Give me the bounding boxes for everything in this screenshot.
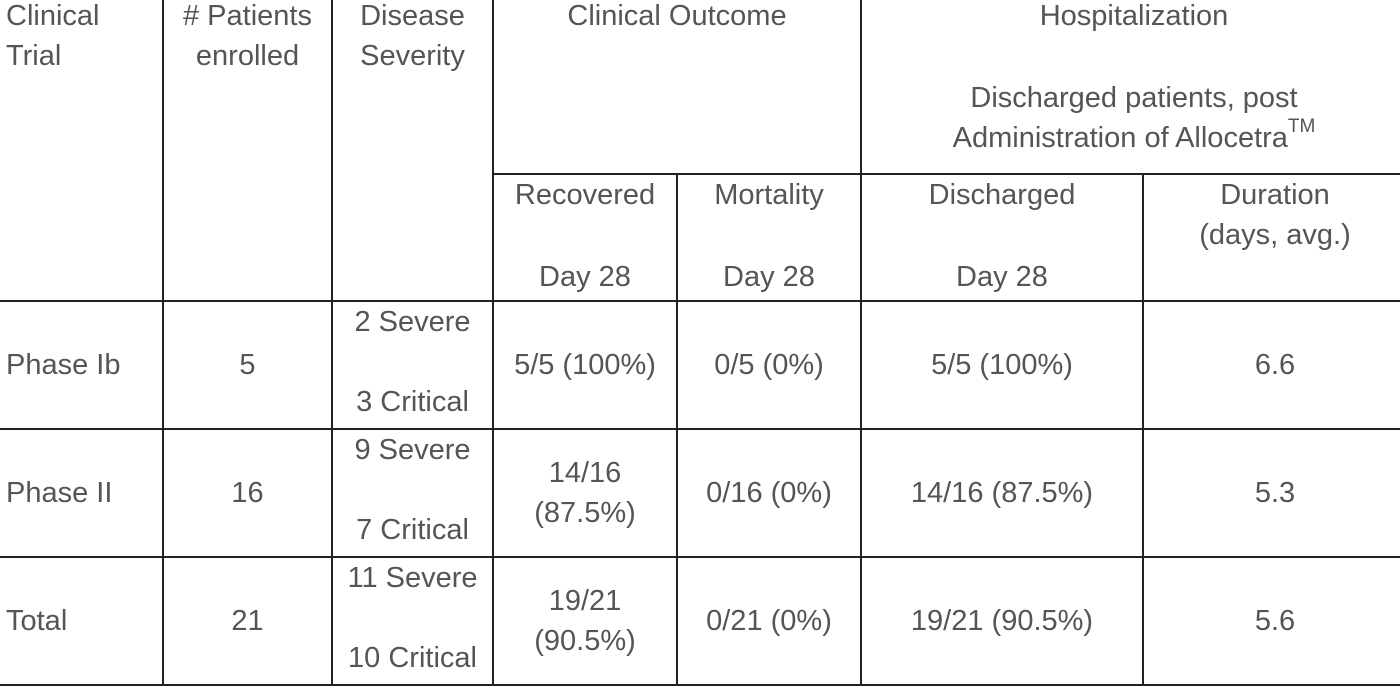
header-clinical-trial: Clinical Trial — [0, 0, 164, 302]
cell-trial: Total — [0, 556, 164, 686]
cell-recovered-line2: (90.5%) — [534, 625, 636, 657]
cell-severity: 11 Severe 10 Critical — [331, 556, 494, 686]
header-clinical-outcome: Clinical Outcome — [492, 0, 862, 175]
cell-severity-spacer — [333, 598, 492, 638]
cell-discharged: 14/16 (87.5%) — [860, 428, 1144, 558]
cell-severe: 9 Severe — [354, 434, 471, 466]
cell-duration: 6.6 — [1142, 300, 1400, 430]
header-hospitalization: Hospitalization Discharged patients, pos… — [860, 0, 1400, 175]
header-recovered: Recovered Day 28 — [492, 173, 678, 302]
header-hospitalization-label: Hospitalization — [1039, 0, 1229, 32]
cell-duration: 5.6 — [1142, 556, 1400, 686]
cell-severe: 11 Severe — [347, 562, 478, 594]
header-recovered-day: Day 28 — [539, 261, 631, 293]
header-duration-line1: Duration — [1220, 179, 1330, 211]
table-row: Total 21 11 Severe 10 Critical 19/21 (90… — [0, 556, 1400, 686]
cell-discharged: 19/21 (90.5%) — [860, 556, 1144, 686]
header-clinical-trial-line2: Trial — [6, 40, 62, 72]
cell-duration: 5.3 — [1142, 428, 1400, 558]
header-discharged-label: Discharged — [928, 179, 1076, 211]
header-patients-line2: enrolled — [195, 40, 300, 72]
cell-recovered-line1: 5/5 (100%) — [514, 349, 656, 381]
cell-severity-spacer — [333, 470, 492, 510]
cell-severity: 2 Severe 3 Critical — [331, 300, 494, 430]
cell-recovered-line1: 14/16 — [548, 457, 622, 489]
header-discharged-spacer — [862, 215, 1142, 257]
cell-critical: 3 Critical — [356, 386, 469, 418]
header-mortality-label: Mortality — [714, 179, 824, 211]
header-mortality-spacer — [678, 215, 860, 257]
cell-critical: 10 Critical — [348, 642, 477, 674]
cell-recovered: 14/16 (87.5%) — [492, 428, 678, 558]
cell-recovered: 5/5 (100%) — [492, 300, 678, 430]
header-recovered-label: Recovered — [514, 179, 656, 211]
header-mortality-day: Day 28 — [723, 261, 815, 293]
header-hospitalization-spacer — [862, 36, 1400, 78]
header-disease-severity: Disease Severity — [331, 0, 494, 302]
header-hosp-note-line1: Discharged patients, post — [970, 82, 1298, 114]
header-patients-enrolled: # Patients enrolled — [162, 0, 333, 302]
cell-discharged: 5/5 (100%) — [860, 300, 1144, 430]
cell-patients: 5 — [162, 300, 333, 430]
header-severity-line2: Severity — [360, 40, 465, 72]
header-hosp-note-text: Administration of Allocetra — [952, 122, 1288, 154]
cell-mortality: 0/16 (0%) — [676, 428, 862, 558]
header-discharged-day: Day 28 — [956, 261, 1048, 293]
header-duration-line2: (days, avg.) — [1199, 219, 1351, 251]
cell-severe: 2 Severe — [354, 306, 471, 338]
header-clinical-outcome-label: Clinical Outcome — [567, 0, 787, 32]
header-hosp-note-line2: Administration of AllocetraTM — [862, 116, 1400, 158]
cell-trial: Phase Ib — [0, 300, 164, 430]
cell-severity: 9 Severe 7 Critical — [331, 428, 494, 558]
cell-severity-spacer — [333, 342, 492, 382]
cell-recovered: 19/21 (90.5%) — [492, 556, 678, 686]
header-row-main: Clinical Trial # Patients enrolled Disea… — [0, 0, 1400, 302]
header-clinical-trial-line1: Clinical — [6, 0, 100, 32]
header-severity-line1: Disease — [360, 0, 465, 32]
cell-critical: 7 Critical — [356, 514, 469, 546]
header-row-sub: Recovered Day 28 Mortality Day 28 Discha… — [0, 173, 1400, 302]
cell-mortality: 0/21 (0%) — [676, 556, 862, 686]
header-discharged: Discharged Day 28 — [860, 173, 1144, 302]
header-recovered-spacer — [494, 215, 676, 257]
trademark-mark: TM — [1287, 116, 1316, 138]
header-mortality: Mortality Day 28 — [676, 173, 862, 302]
cell-recovered-line1: 19/21 — [548, 585, 622, 617]
cell-trial: Phase II — [0, 428, 164, 558]
table-row: Phase II 16 9 Severe 7 Critical 14/16 (8… — [0, 428, 1400, 558]
table-row: Phase Ib 5 2 Severe 3 Critical 5/5 (100%… — [0, 300, 1400, 430]
cell-patients: 16 — [162, 428, 333, 558]
cell-recovered-line2: (87.5%) — [534, 497, 636, 529]
cell-mortality: 0/5 (0%) — [676, 300, 862, 430]
header-duration: Duration (days, avg.) — [1142, 173, 1400, 302]
header-patients-line1: # Patients — [183, 0, 312, 32]
cell-patients: 21 — [162, 556, 333, 686]
